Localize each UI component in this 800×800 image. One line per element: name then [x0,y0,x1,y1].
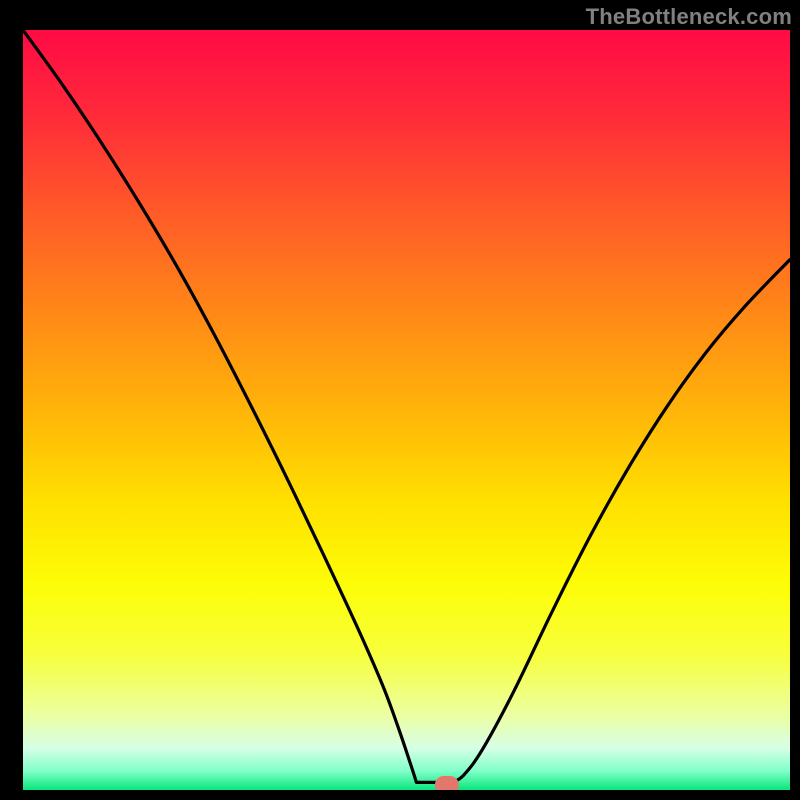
plot-area [23,30,790,790]
chart-frame: TheBottleneck.com [0,0,800,800]
bottleneck-curve [23,30,790,790]
watermark-text: TheBottleneck.com [586,4,792,30]
optimum-marker [435,776,459,790]
curve-path [23,30,790,783]
